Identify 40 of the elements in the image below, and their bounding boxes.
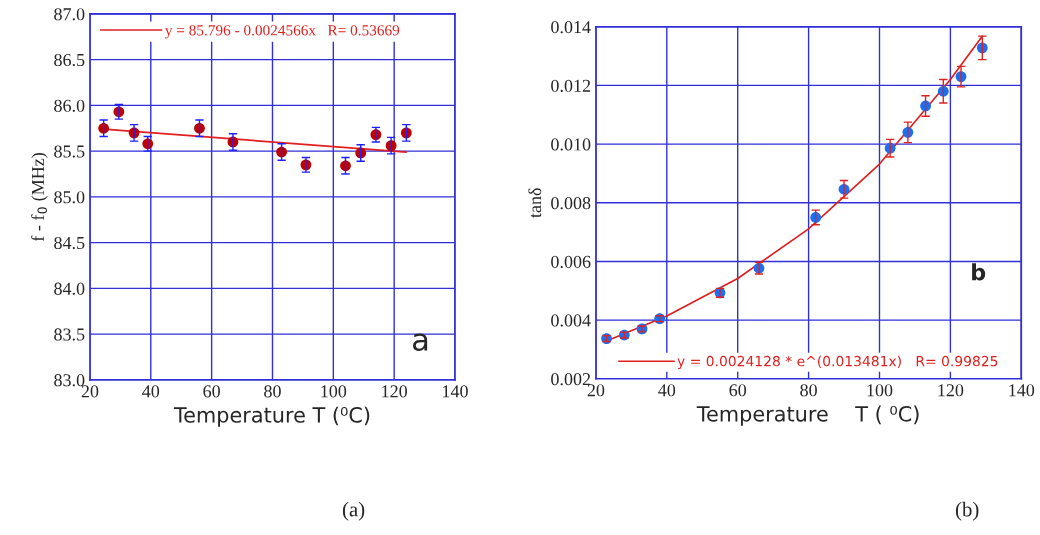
- text: (a): [342, 501, 365, 521]
- x-tick-label: 80: [800, 384, 817, 397]
- y-tick-label: 85.0: [54, 191, 85, 204]
- y-tick-label: 86.5: [54, 53, 85, 67]
- x-tick-label: 40: [658, 384, 676, 397]
- x-tick-label: 120: [382, 385, 408, 398]
- text: (b): [955, 501, 979, 521]
- legend-label: y = 85.796 - 0.0024566x R= 0.53669: [165, 25, 400, 39]
- annotation: b: [972, 263, 986, 281]
- legend-label: y = 0.0024128 * e^(0.013481x) R= 0.99825: [677, 355, 998, 370]
- x-tick-label: 100: [321, 385, 347, 398]
- y-tick-label: 86.0: [54, 99, 85, 112]
- y-tick-label: 84.5: [54, 236, 85, 250]
- x-tick-label: 60: [729, 384, 747, 397]
- y-tick-label: 0.004: [551, 314, 591, 327]
- x-axis-title: Temperature T ( ⁰C): [696, 405, 919, 426]
- x-tick-label: 80: [264, 385, 281, 398]
- y-tick-label: 0.006: [551, 255, 591, 268]
- x-tick-label: 140: [1009, 384, 1035, 397]
- x-tick-label: 140: [443, 385, 468, 398]
- y-axis-title: tanδ: [528, 188, 542, 218]
- x-tick-label: 20: [587, 384, 605, 397]
- y-tick-label: 0.012: [551, 79, 591, 92]
- x-tick-label: 20: [81, 385, 99, 398]
- y-tick-label: 83.5: [54, 328, 85, 341]
- x-tick-label: 60: [203, 385, 220, 398]
- y-tick-label: 85.5: [54, 145, 85, 158]
- y-tick-label: 0.002: [551, 373, 591, 386]
- y-tick-label: 83.0: [54, 374, 85, 387]
- y-tick-label: 87.0: [54, 8, 85, 21]
- y-axis-title: f - f$_{0}$ (MHz): [31, 153, 48, 242]
- annotation: a: [413, 333, 428, 352]
- y-tick-label: 84.0: [54, 282, 85, 295]
- y-tick-label: 0.014: [551, 21, 591, 34]
- x-tick-label: 40: [142, 385, 160, 398]
- x-tick-label: 100: [867, 384, 893, 397]
- x-tick-label: 120: [938, 384, 964, 397]
- y-tick-label: 0.008: [551, 197, 591, 210]
- y-tick-label: 0.010: [551, 138, 591, 151]
- x-axis-title: Temperature T (⁰C): [173, 406, 370, 427]
